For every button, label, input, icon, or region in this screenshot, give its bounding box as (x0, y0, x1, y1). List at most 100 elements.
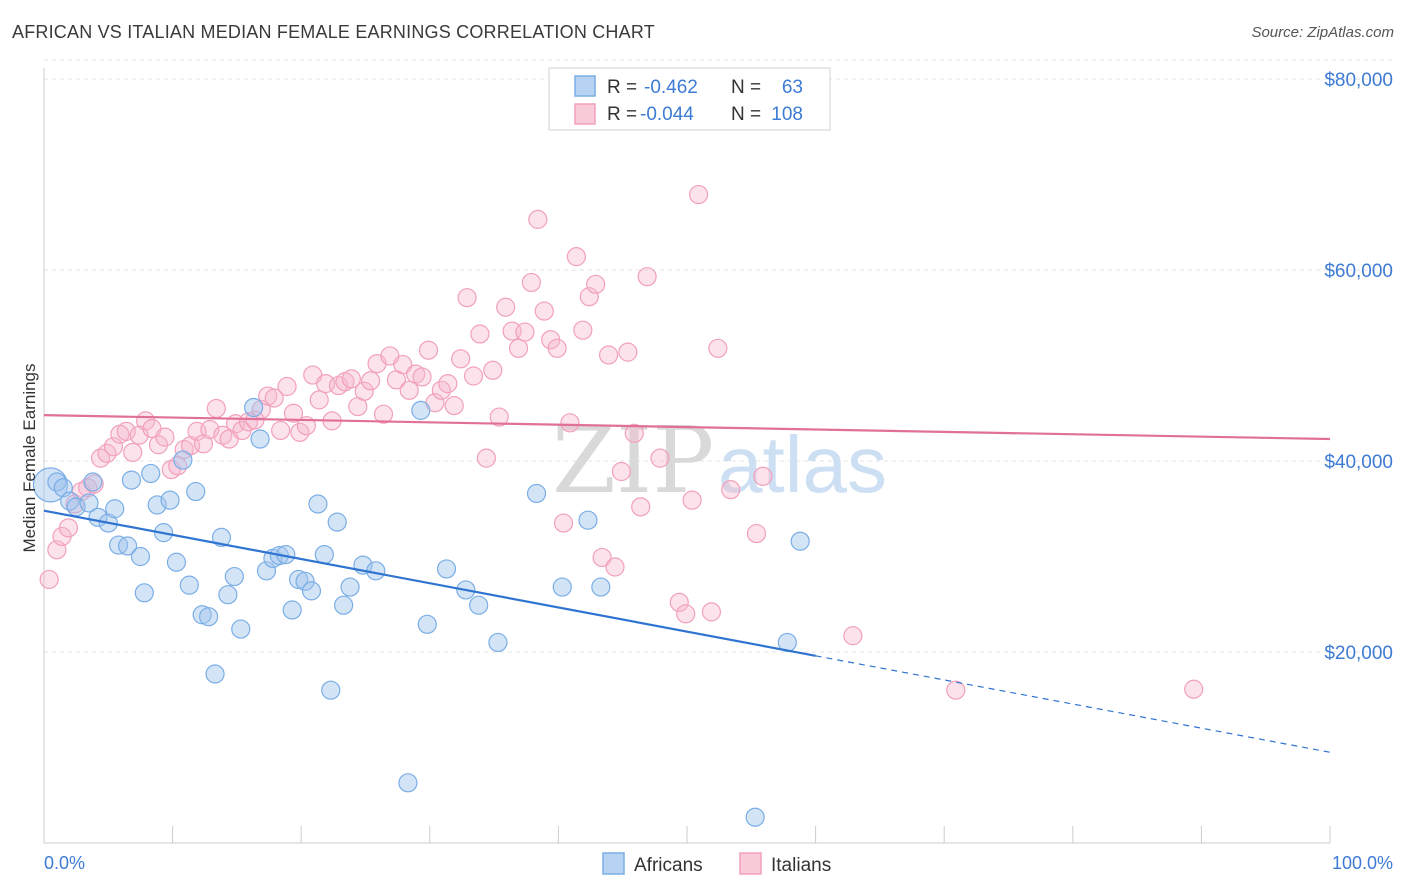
point-africans (256, 561, 277, 581)
point-italians (277, 376, 297, 397)
point-italians (650, 448, 670, 468)
point-africans (179, 575, 199, 595)
legend-n-label-italians: N = (731, 104, 761, 125)
point-italians (39, 569, 59, 590)
point-italians (1184, 679, 1204, 699)
point-italians (116, 421, 136, 441)
point-africans (282, 600, 302, 620)
legend-swatch-africans (574, 75, 596, 97)
point-italians (496, 297, 516, 317)
point-italians (123, 442, 143, 463)
legend-bottom: Africans Italians (602, 852, 831, 876)
y-tick-label: $60,000 (1324, 261, 1393, 282)
point-italians (354, 381, 374, 401)
point-africans (295, 571, 315, 591)
point-africans (321, 680, 341, 700)
point-africans (166, 552, 187, 572)
point-africans (79, 493, 99, 513)
point-africans (105, 499, 125, 519)
point-italians (708, 338, 728, 358)
trend-line-africans (43, 509, 816, 657)
point-africans (301, 581, 322, 601)
point-italians (463, 366, 484, 386)
legend-box (548, 67, 831, 131)
point-africans (186, 481, 206, 502)
point-italians (393, 354, 413, 375)
legend-r-value-africans: -0.462 (644, 77, 698, 98)
point-africans (398, 773, 418, 793)
point-italians (309, 390, 329, 410)
point-italians (341, 369, 361, 389)
x-tick-label-max: 100.0% (1332, 853, 1393, 873)
point-africans (224, 566, 244, 587)
trend-lines (43, 414, 1331, 753)
point-italians (566, 247, 587, 267)
point-italians (470, 324, 490, 344)
point-africans (745, 807, 765, 827)
point-italians (598, 345, 619, 365)
legend-r-label-africans: R = (607, 77, 637, 98)
point-africans (578, 510, 598, 530)
bottom-legend-label-italians: Italians (771, 855, 831, 876)
point-africans (147, 495, 167, 515)
legend-r-value-italians: -0.044 (640, 104, 694, 125)
point-italians (605, 557, 625, 577)
point-italians (206, 398, 226, 419)
point-italians (412, 367, 432, 387)
point-africans (205, 664, 225, 684)
point-africans (244, 397, 264, 418)
point-italians (688, 184, 709, 205)
point-italians (586, 274, 606, 294)
point-italians (476, 448, 496, 468)
point-italians (373, 404, 394, 424)
point-italians (264, 388, 284, 408)
point-africans (173, 450, 193, 470)
point-italians (669, 592, 689, 612)
point-italians (753, 466, 773, 486)
bottom-legend-swatch-italians (739, 852, 762, 875)
point-africans (218, 585, 238, 605)
point-italians (521, 272, 541, 293)
y-axis-label: Median Female Earnings (20, 364, 39, 553)
bottom-legend-swatch-africans (602, 852, 625, 875)
point-africans (340, 577, 360, 597)
trend-line-italians (43, 414, 1331, 441)
point-africans (469, 595, 489, 615)
point-italians (637, 267, 657, 287)
point-africans (308, 494, 328, 514)
point-africans (314, 544, 334, 565)
y-tick-labels: $20,000 $40,000 $60,000 $80,000 (1324, 70, 1393, 664)
point-africans (211, 527, 232, 548)
point-africans (130, 546, 151, 567)
point-italians (103, 437, 124, 457)
point-italians (618, 342, 638, 362)
watermark: ZIP atlas (552, 407, 887, 514)
point-italians (489, 407, 509, 427)
point-africans (134, 583, 154, 603)
point-italians (701, 602, 722, 622)
point-italians (508, 338, 529, 358)
point-italians (946, 680, 966, 700)
point-italians (534, 301, 554, 321)
point-italians (592, 547, 612, 568)
point-africans (231, 619, 251, 639)
point-italians (547, 338, 567, 358)
point-italians (58, 518, 79, 538)
point-italians (418, 340, 439, 360)
point-italians (721, 480, 741, 500)
point-africans (552, 577, 572, 597)
legend-swatch-italians (574, 103, 596, 125)
point-italians (283, 403, 304, 423)
point-italians (560, 413, 580, 433)
point-africans (121, 470, 142, 490)
point-africans (250, 429, 270, 449)
point-africans (327, 512, 347, 532)
trend-line-extension-africans (815, 655, 1331, 753)
legend-n-value-italians: 108 (771, 104, 803, 125)
point-africans (334, 595, 354, 615)
watermark-atlas: atlas (718, 420, 887, 509)
point-africans (411, 400, 431, 420)
y-tick-label: $80,000 (1324, 70, 1393, 91)
point-africans (436, 559, 457, 579)
